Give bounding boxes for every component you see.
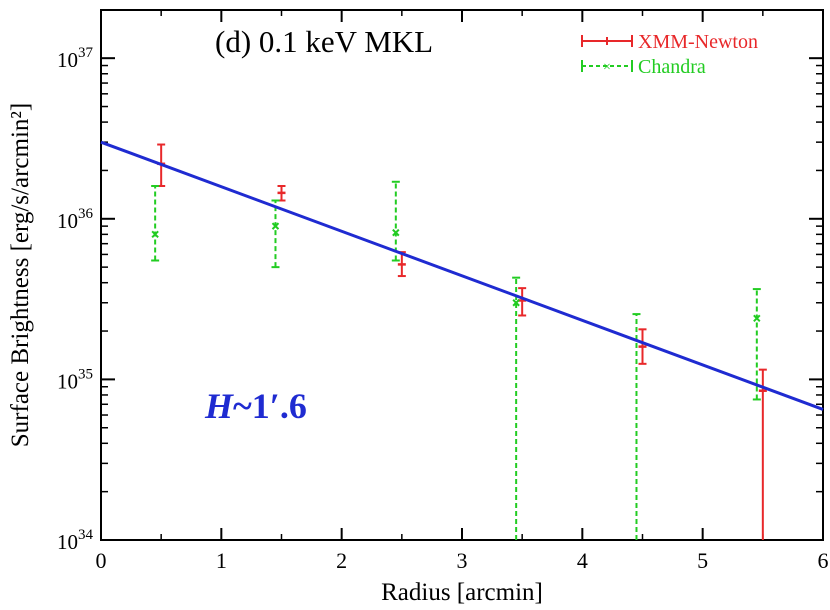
y-tick-label-exponent: 35	[78, 366, 93, 382]
data-point	[392, 228, 400, 237]
scale-height-annotation: H~1′.6	[204, 386, 307, 426]
x-tick-label: 3	[457, 548, 468, 573]
chart-title: (d) 0.1 keV MKL	[215, 24, 433, 59]
y-tick-label-base: 10	[57, 369, 78, 393]
y-tick-label: 1036	[57, 206, 94, 233]
legend-label-xmm: XMM-Newton	[638, 31, 758, 53]
y-tick-label-base: 10	[57, 530, 78, 554]
y-axis-label: Surface Brightness [erg/s/arcmin²]	[7, 103, 34, 447]
y-tick-label-exponent: 34	[78, 527, 94, 543]
y-tick-label: 1037	[57, 45, 94, 72]
y-tick-label-exponent: 37	[78, 45, 94, 61]
series-xmm-newton	[157, 143, 767, 540]
y-tick-label-exponent: 36	[78, 206, 94, 222]
x-tick-label: 5	[697, 548, 708, 573]
data-series	[151, 143, 767, 540]
annotation-value: ~1′.6	[233, 386, 307, 426]
fit-line	[100, 140, 824, 411]
data-point-stroke	[753, 314, 761, 323]
legend: XMM-Newton × Chandra	[581, 31, 758, 78]
data-point	[512, 299, 520, 307]
data-point-stroke	[392, 228, 400, 237]
series-chandra	[151, 180, 761, 540]
x-axis-label: Radius [arcmin]	[381, 579, 543, 606]
x-tick-label: 4	[577, 548, 588, 573]
data-point	[271, 222, 280, 230]
data-point	[753, 314, 761, 323]
data-point	[151, 230, 159, 239]
x-tick-label: 2	[336, 548, 347, 573]
x-tick-label: 0	[96, 548, 107, 573]
y-tick-label-base: 10	[57, 48, 78, 72]
y-tick-label: 1034	[57, 527, 94, 554]
y-tick-label-base: 10	[57, 209, 78, 233]
x-tick-label: 6	[818, 548, 829, 573]
legend-label-chandra: Chandra	[638, 56, 706, 78]
legend-marker-chandra: ×	[603, 60, 611, 75]
fit-line-group	[100, 140, 824, 411]
data-point-stroke	[512, 299, 520, 307]
x-axis-ticks: 0 1 2 3 4 5 6	[96, 10, 829, 573]
data-point-stroke	[271, 222, 280, 230]
data-point-stroke	[151, 230, 159, 239]
y-tick-label: 1035	[57, 366, 93, 393]
annotation-symbol: H	[204, 386, 234, 426]
x-tick-label: 1	[216, 548, 227, 573]
